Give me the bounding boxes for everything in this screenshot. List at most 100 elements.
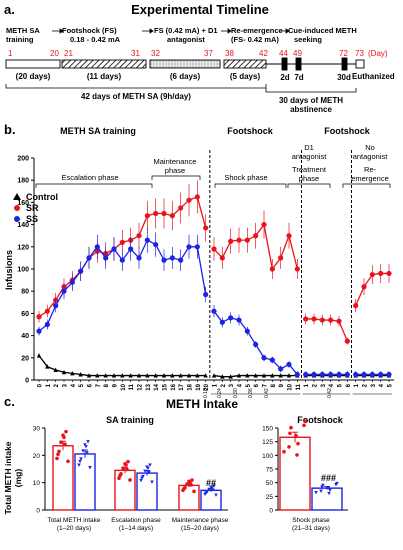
sig-left: ## (206, 478, 216, 488)
x-tick-label-38: 1 (354, 383, 360, 387)
group-total-label: Total METH intake (47, 517, 100, 524)
left-pt-escalation-sr-6 (123, 462, 127, 466)
series-control-point-12 (136, 373, 142, 378)
left-pt-maintenance-sr-3 (190, 478, 194, 482)
series-ss-point-8 (103, 255, 109, 261)
left-pt-total-ss-0 (77, 463, 81, 467)
series-ss-point-41 (378, 371, 384, 378)
x-tick-label-40: 3 (371, 383, 377, 387)
left-pt-escalation-ss-6 (145, 465, 149, 469)
right-pt-shock-ss-5 (327, 491, 331, 496)
right-pt-shock-sr-4 (288, 431, 292, 436)
y-tick-label-100: 100 (17, 267, 29, 274)
x-tick-label-19: 19 (196, 383, 202, 390)
series-control-point-11 (128, 373, 133, 378)
left-y-tick-label-0: 0 (36, 508, 40, 515)
series-ss-point-42 (386, 371, 392, 378)
footshock-segment (61, 59, 147, 69)
right-pt-shock-ss-0 (314, 490, 318, 495)
series-sr-point-24 (236, 237, 242, 243)
series-sr-point-41 (378, 270, 384, 277)
series-control-point-27 (261, 373, 267, 378)
left-pt-escalation-ss-5 (150, 480, 154, 484)
right-pt-shock-sr-6 (302, 423, 306, 428)
stage-4-label: Re-emergence (231, 26, 283, 35)
series-control-point-18 (186, 373, 192, 378)
y-ticks: 0 20 40 60 80 100 120 140 160 180 200 (17, 156, 34, 385)
right-pt-shock-ss-8 (326, 486, 330, 490)
x-tick-label-42: 5 (388, 383, 394, 387)
x-tick-label-16: 16 (171, 383, 177, 390)
stage-5-label: Cue-induced METH (288, 26, 357, 35)
left-pt-escalation-ss-3 (148, 463, 152, 467)
legend-control-marker (13, 193, 21, 200)
legend-ss: SS (26, 214, 38, 224)
series-ss-point-5 (78, 268, 84, 274)
left-pt-escalation-sr-3 (126, 459, 130, 464)
left-pt-total-sr-0 (55, 456, 59, 461)
left-pt-total-sr-8 (63, 442, 67, 447)
series-sr-point-33 (311, 316, 317, 322)
left-pt-total-ss-8 (85, 451, 89, 455)
left-pt-total-sr-7 (56, 452, 60, 457)
x-tick-label-17: 17 (179, 383, 185, 390)
x-tick-label-34: 3 (321, 383, 327, 387)
series-ss-point-35 (328, 371, 334, 378)
right-pt-shock-sr-2 (296, 441, 300, 446)
group-shock-label: Shock phase (292, 517, 330, 524)
left-pt-total-ss-4 (81, 449, 85, 453)
x-tick-label-32: 1 (304, 383, 310, 387)
reemergence-segment (223, 59, 267, 69)
right-group-labels: Shock phase (21–31 days) (292, 517, 330, 532)
left-pt-total-sr-3 (64, 429, 68, 434)
day-21: 21 (64, 49, 73, 58)
series-sr-point-19 (194, 194, 200, 200)
left-pt-maintenance-sr-4 (185, 482, 189, 486)
x-tick-label-3: 3 (63, 383, 69, 387)
series-control-point-24 (236, 373, 242, 378)
series-sr-point-39 (361, 284, 367, 290)
y-tick-label-140: 140 (17, 222, 29, 229)
sub-phase-brackets (35, 175, 391, 188)
series-ss-point-29 (278, 366, 284, 372)
right-pt-shock-ss-6 (334, 483, 338, 487)
shock-phase-label: Shock phase (224, 173, 267, 182)
duration-1: (20 days) (16, 72, 51, 81)
x-tick-label-15: 15 (163, 383, 169, 390)
reemergence-label-1: Re- (364, 165, 377, 174)
treatment-label-1: Treatment (292, 165, 327, 174)
series-control-point-1 (45, 364, 50, 369)
x-tick-label-1: 1 (46, 383, 52, 387)
day-1: 1 (8, 49, 13, 58)
left-pt-total-ss-7 (78, 459, 82, 464)
x-tick-label-25: 5 (246, 383, 252, 387)
left-pt-total-sr-2 (57, 449, 61, 454)
series-ss-point-0 (36, 328, 42, 334)
series-control-point-25 (245, 373, 250, 378)
series-ss-point-17 (178, 257, 184, 263)
series-control-point-0 (36, 353, 42, 358)
series-ss-point-30 (286, 361, 292, 368)
right-pt-shock-sr-0 (282, 449, 286, 454)
series-ss-point-6 (86, 255, 92, 261)
left-pt-escalation-sr-7 (118, 473, 122, 478)
duration-labels: (20 days) (11 days) (6 days) (5 days) 2d… (16, 72, 351, 82)
series-sr-point-1 (44, 308, 50, 314)
left-pt-escalation-ss-7 (140, 476, 144, 480)
shock-042-b: 0.42 (327, 388, 333, 398)
shock-042: 0.42 (264, 388, 270, 398)
series-sr (36, 180, 392, 345)
right-pt-shock-sr-1 (289, 425, 293, 430)
series-sr-point-30 (286, 233, 292, 239)
left-pt-total-ss-3 (86, 440, 90, 444)
series-control-point-13 (145, 373, 150, 378)
y-tick-label-180: 180 (17, 178, 29, 185)
c-y-label-unit: (mg) (13, 469, 23, 488)
left-pt-maintenance-ss-6 (209, 485, 213, 489)
group-escalation-label: Escalation phase (111, 517, 161, 524)
shock-intensity-labels: 0.18 0.24 0.30 0.36 0.42 0.42 (203, 388, 333, 398)
stage-4-label2: (FS- 0.42 mA) (231, 35, 279, 44)
series-sr-point-20 (203, 225, 209, 231)
series-ss-point-36 (336, 371, 342, 378)
series-control-point-10 (120, 373, 125, 378)
